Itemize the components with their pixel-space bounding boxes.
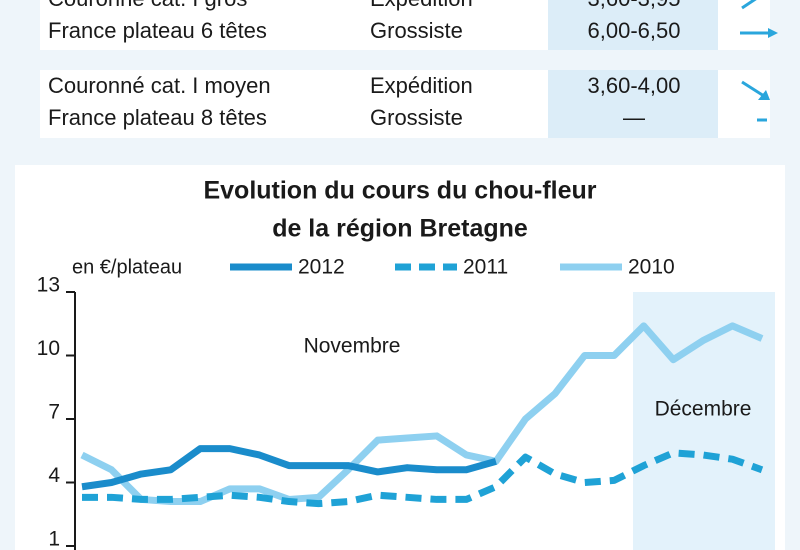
cell: 3,60-4,00 — [588, 73, 681, 98]
y-tick-label: 7 — [48, 401, 60, 424]
december-shade — [633, 292, 775, 550]
cell: Expédition — [370, 0, 473, 11]
y-tick-label: 13 — [37, 274, 60, 297]
series-line — [82, 449, 764, 508]
cell: Couronné cat. I moyen — [48, 73, 271, 98]
cell: Expédition — [370, 73, 473, 98]
cell: Grossiste — [370, 18, 463, 43]
y-axis-label: en €/plateau — [72, 256, 182, 278]
cell: Grossiste — [370, 105, 463, 130]
y-tick-label: 4 — [48, 464, 60, 487]
cell: France plateau 6 têtes — [48, 18, 267, 43]
cell: Couronné cat. I gros — [48, 0, 247, 11]
trend-icons — [740, 0, 778, 122]
y-tick-label: 10 — [37, 337, 60, 360]
cell: 6,00-6,50 — [588, 18, 681, 43]
cell: — — [623, 105, 645, 130]
legend-label: 2010 — [628, 256, 675, 279]
cell: 3,60-3,95 — [588, 0, 681, 11]
cell: France plateau 8 têtes — [48, 105, 267, 130]
y-tick-label: 1 — [48, 528, 60, 550]
series-line — [80, 322, 764, 506]
series-line — [81, 445, 497, 491]
legend-label: 2012 — [298, 256, 345, 279]
annotation: Décembre — [655, 398, 752, 421]
legend-label: 2011 — [463, 256, 508, 279]
chart-title: de la région Bretagne — [272, 215, 528, 243]
annotation: Novembre — [304, 335, 401, 358]
gap — [548, 50, 718, 70]
chart-title: Evolution du cours du chou-fleur — [203, 177, 596, 205]
